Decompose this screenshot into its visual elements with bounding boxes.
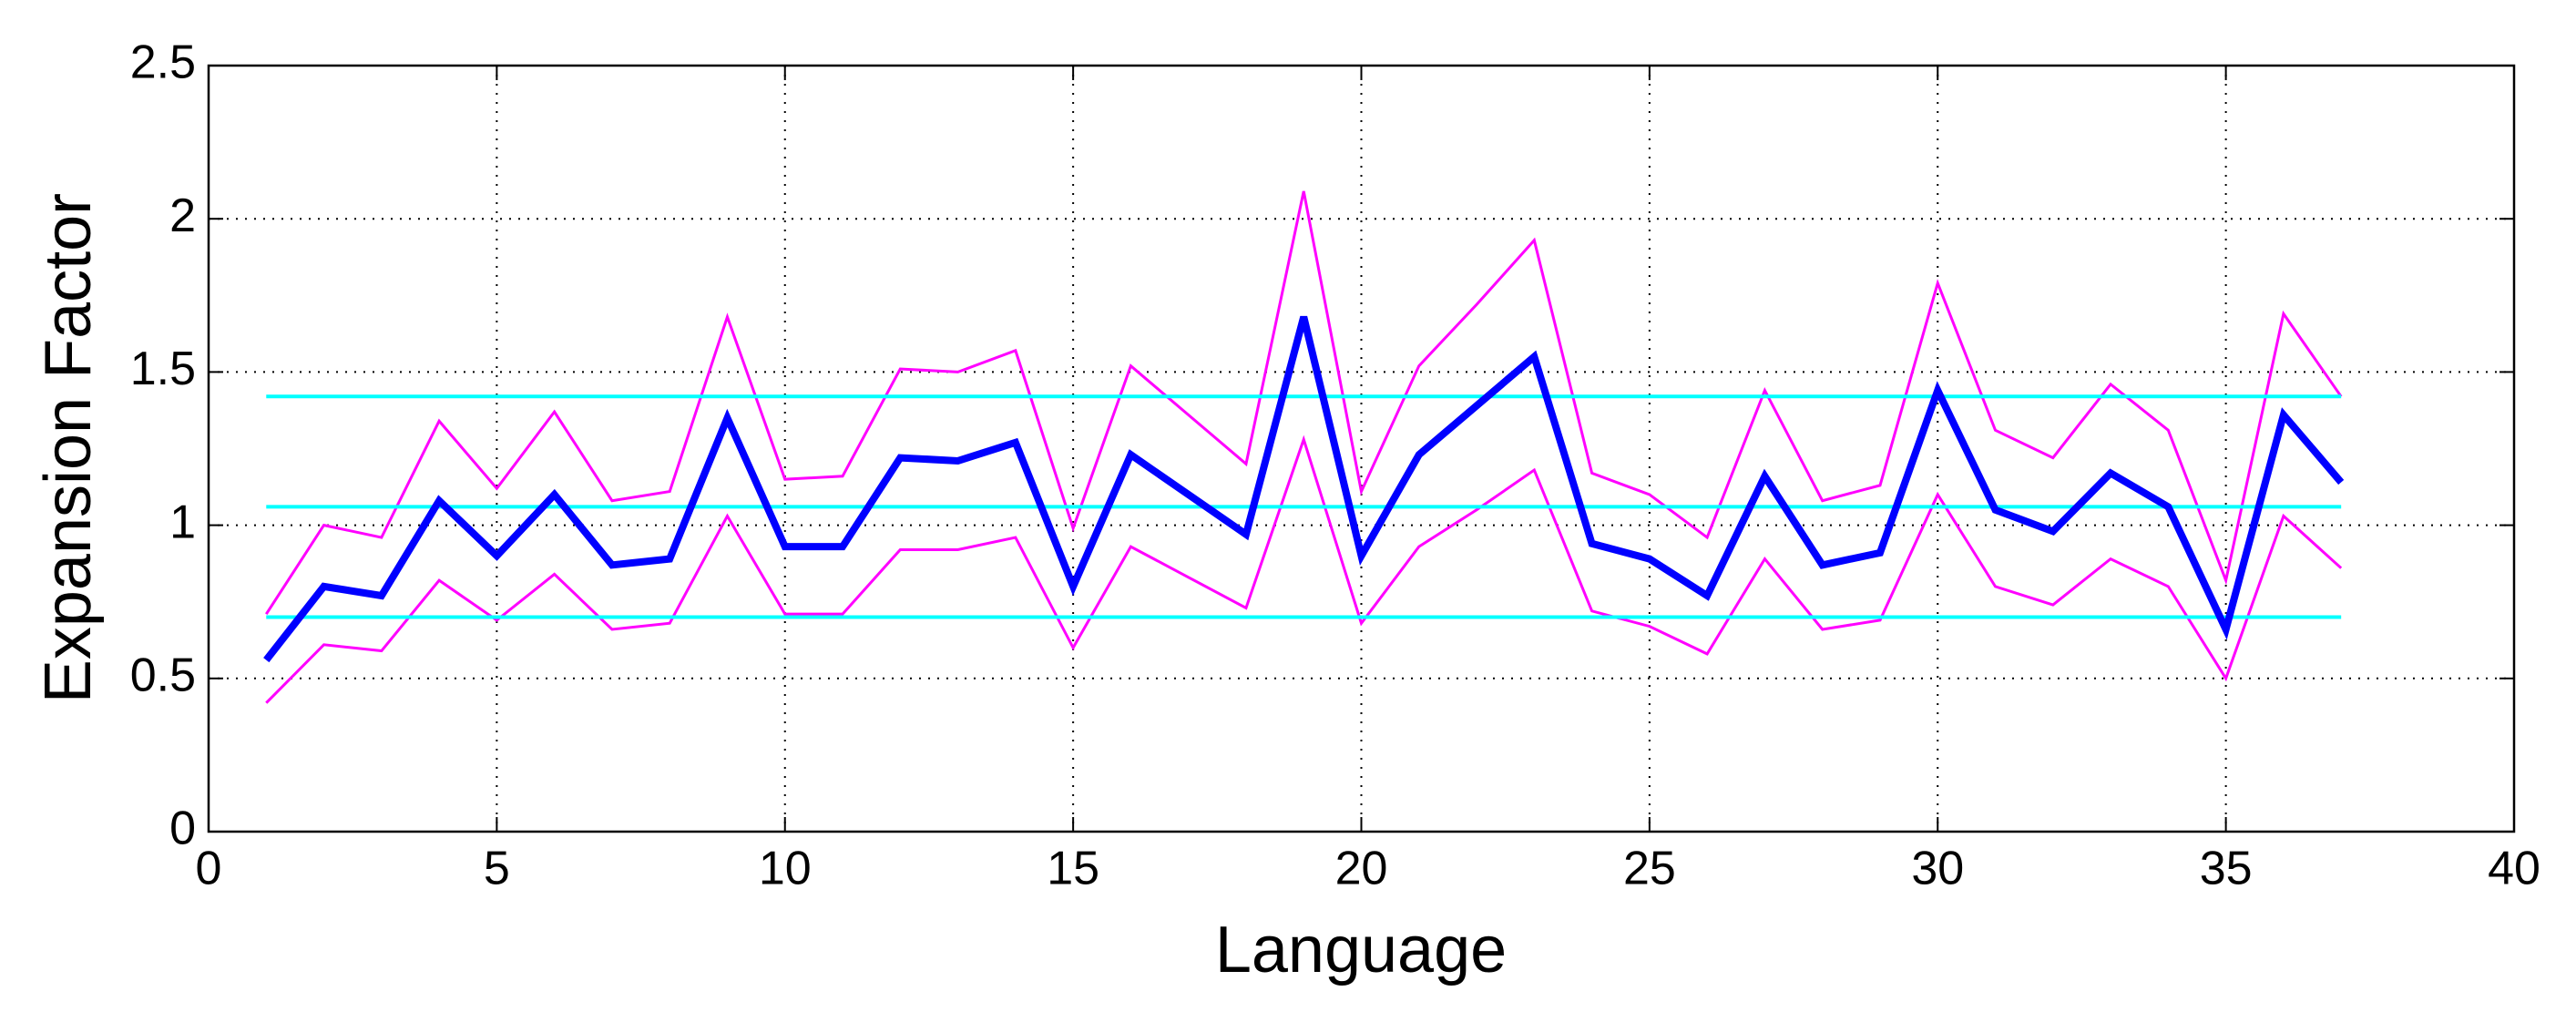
x-tick-label: 10 [759, 843, 812, 895]
plot-frame [207, 64, 2516, 833]
series-line [265, 434, 2343, 704]
x-tick-label: 15 [1047, 843, 1099, 895]
y-tick-label: 2 [169, 189, 196, 242]
x-tick-label: 35 [2200, 843, 2253, 895]
y-tick-label: 2.5 [130, 36, 196, 89]
series-line [263, 315, 2345, 663]
y-axis-label: Expansion Factor [32, 193, 105, 703]
y-tick-label: 1.5 [130, 342, 196, 395]
y-tick-label: 1 [169, 496, 196, 548]
x-tick-label: 25 [1623, 843, 1676, 895]
series-line [265, 190, 2343, 615]
x-tick-label: 30 [1911, 843, 1964, 895]
x-tick-label: 0 [196, 843, 222, 895]
y-tick-label: 0.5 [130, 649, 196, 702]
y-tick-label: 0 [169, 802, 196, 855]
x-tick-label: 40 [2488, 843, 2540, 895]
x-axis-label: Language [1215, 914, 1507, 986]
x-tick-label: 5 [484, 843, 510, 895]
x-tick-label: 20 [1335, 843, 1388, 895]
